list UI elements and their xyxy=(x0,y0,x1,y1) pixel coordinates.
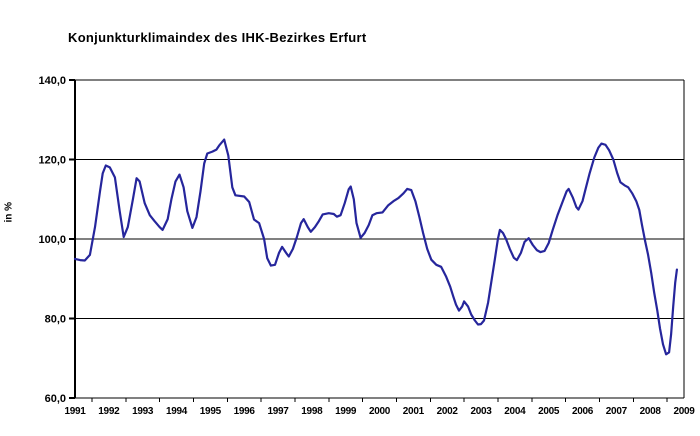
x-tick-label: 1991 xyxy=(64,406,86,417)
chart-title: Konjunkturklimaindex des IHK-Bezirkes Er… xyxy=(68,30,367,45)
x-tick-label: 2005 xyxy=(538,406,560,417)
x-tick-label: 1993 xyxy=(132,406,154,417)
y-tick-label: 80,0 xyxy=(45,314,66,326)
x-tick-label: 2008 xyxy=(640,406,662,417)
x-tick-label: 1992 xyxy=(98,406,120,417)
x-tick-label: 1999 xyxy=(335,406,357,417)
y-tick-label: 140,0 xyxy=(38,75,66,87)
y-tick-label: 120,0 xyxy=(38,155,66,167)
x-tick-label: 1995 xyxy=(200,406,222,417)
y-tick-label: 100,0 xyxy=(38,234,66,246)
y-axis-ticks: 140,0 120,0 100,0 80,0 60,0 xyxy=(38,75,75,405)
x-tick-label: 2006 xyxy=(572,406,594,417)
y-axis-label: in % xyxy=(3,201,15,223)
x-tick-label: 2007 xyxy=(606,406,628,417)
x-tick-label: 1997 xyxy=(267,406,289,417)
index-line xyxy=(73,138,679,356)
x-tick-label: 2000 xyxy=(369,406,391,417)
gridlines xyxy=(75,79,684,399)
x-axis-ticks: 1991 1992 1993 1994 1995 1996 1997 1998 1999 2000… xyxy=(64,398,696,417)
x-tick-label: 1994 xyxy=(166,406,188,417)
x-tick-label: 2001 xyxy=(403,406,425,417)
x-tick-label: 2004 xyxy=(504,406,526,417)
x-tick-label: 2002 xyxy=(437,406,459,417)
x-tick-label: 2009 xyxy=(673,406,695,417)
x-tick-label: 1996 xyxy=(234,406,256,417)
x-tick-label: 1998 xyxy=(301,406,323,417)
x-tick-label: 2003 xyxy=(470,406,492,417)
y-tick-label: 60,0 xyxy=(45,393,66,405)
